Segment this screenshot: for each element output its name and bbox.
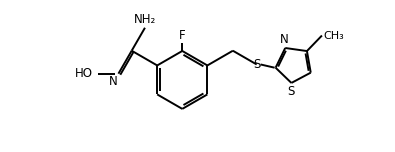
Text: NH₂: NH₂ — [134, 13, 156, 26]
Text: S: S — [253, 58, 260, 71]
Text: HO: HO — [75, 67, 93, 80]
Text: CH₃: CH₃ — [323, 31, 344, 41]
Text: N: N — [109, 75, 117, 88]
Text: S: S — [288, 85, 295, 98]
Text: F: F — [179, 29, 186, 42]
Text: N: N — [280, 33, 289, 46]
